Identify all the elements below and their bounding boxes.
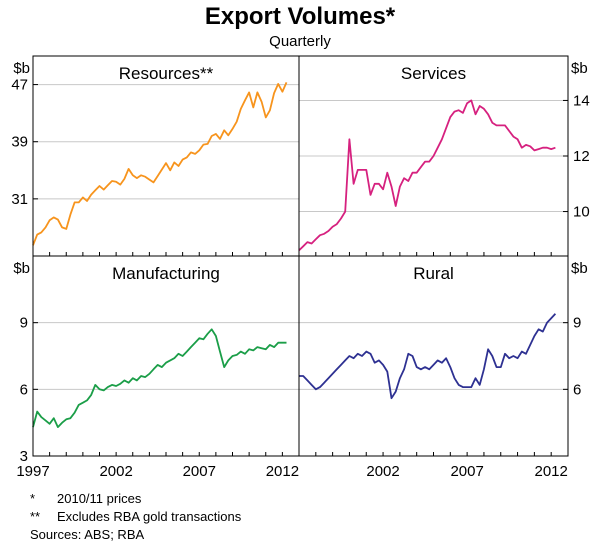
y-tick-label-services-14: 14 [573, 92, 590, 109]
y-tick-label-manufacturing-6: 6 [20, 381, 28, 398]
x-tick-label-right-2012: 2012 [535, 463, 568, 480]
series-line-rural [299, 313, 557, 400]
footnote-2-marker: ** [30, 509, 40, 524]
footnote-2-text: Excludes RBA gold transactions [57, 509, 242, 524]
series-line-services [298, 99, 556, 252]
panel-services: Services [298, 64, 568, 252]
x-tick-label-right-2002: 2002 [366, 463, 399, 480]
panel-title-manufacturing: Manufacturing [112, 264, 220, 283]
chart-subtitle: Quarterly [269, 33, 331, 50]
y-tick-label-manufacturing-3: 3 [20, 448, 28, 465]
panel-title-resources: Resources** [119, 64, 214, 83]
series-line-resources [32, 82, 288, 246]
chart-title: Export Volumes* [205, 3, 396, 30]
y-tick-label-services-12: 12 [573, 148, 590, 165]
footnotes: * 2010/11 prices ** Excludes RBA gold tr… [30, 491, 242, 542]
panel-title-services: Services [401, 64, 466, 83]
sources-note: Sources: ABS; RBA [30, 527, 144, 542]
y-tick-label-services-10: 10 [573, 204, 590, 221]
unit-label-manufacturing: $b [13, 260, 30, 277]
y-tick-label-manufacturing-9: 9 [20, 315, 28, 332]
panel-manufacturing: Manufacturing [32, 264, 299, 457]
panel-rural: Rural [299, 264, 568, 400]
x-tick-label-left-2002: 2002 [99, 463, 132, 480]
panel-resources: Resources** [32, 64, 299, 246]
unit-label-rural: $b [571, 260, 588, 277]
x-tick-label-left-2012: 2012 [266, 463, 299, 480]
y-tick-label-resources-39: 39 [11, 134, 28, 151]
unit-label-resources: $b [13, 60, 30, 77]
x-tick-label-left-1997: 1997 [16, 463, 49, 480]
y-tick-label-rural-9: 9 [573, 315, 581, 332]
y-tick-label-resources-31: 31 [11, 191, 28, 208]
x-tick-label-right-2007: 2007 [450, 463, 483, 480]
y-tick-label-resources-47: 47 [11, 77, 28, 94]
panel-title-rural: Rural [413, 264, 454, 283]
footnote-1-text: 2010/11 prices [57, 491, 142, 506]
series-line-manufacturing [32, 328, 287, 429]
footnote-1-marker: * [30, 491, 35, 506]
x-tick-label-left-2007: 2007 [183, 463, 216, 480]
y-tick-label-rural-6: 6 [573, 381, 581, 398]
unit-label-services: $b [571, 60, 588, 77]
